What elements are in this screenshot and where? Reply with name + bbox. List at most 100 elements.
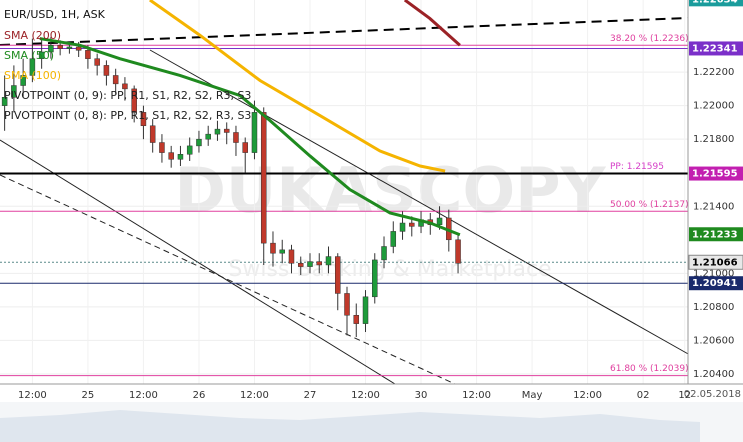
price-tag-label: 1.22634 (692, 0, 738, 5)
candle-body (48, 45, 54, 53)
candle-body (214, 128, 221, 135)
x-tick-label: May (522, 390, 543, 401)
watermark-group: DUKASCOPY Swiss Banking & Marketplace (174, 154, 606, 282)
candle-body (325, 256, 332, 266)
price-tag-label: 1.21233 (692, 229, 738, 240)
x-tick-label: 12:00 (18, 390, 47, 401)
candle-body (122, 83, 128, 90)
candle-body (112, 75, 119, 85)
level-label: 50.00 % (1.2137) (610, 200, 689, 210)
navigator-date: 02.05.2018 (684, 389, 741, 400)
candles (1, 36, 461, 338)
candle-body (381, 246, 387, 261)
candle-body (251, 112, 258, 153)
candle-body (29, 58, 36, 76)
candle-body (57, 45, 63, 49)
x-tick-label: 12:00 (240, 390, 269, 401)
watermark: DUKASCOPY (174, 154, 606, 227)
candle-body (455, 239, 461, 264)
candle-body (131, 88, 137, 113)
y-tick-label: 1.22000 (693, 101, 734, 112)
candle-body (20, 75, 26, 86)
candle-body (409, 222, 415, 227)
level-label: 38.20 % (1.2236) (610, 34, 689, 44)
price-axis-bg (688, 0, 743, 384)
price-tag (689, 166, 743, 181)
x-tick-label: 25 (82, 390, 95, 401)
candle-body (94, 58, 100, 66)
sma-line (149, 0, 446, 173)
sma-line (403, 0, 461, 47)
candle-body (297, 263, 304, 267)
price-tag (689, 227, 743, 242)
price-tag (689, 0, 743, 7)
candle-body (186, 145, 193, 155)
candle-body (103, 65, 110, 76)
y-tick-label: 1.20400 (693, 369, 734, 380)
candle-body (159, 142, 165, 153)
legend: EUR/USD, 1H, ASK SMA (200) SMA (50) SMA (1… (4, 8, 251, 122)
candle-body (335, 256, 341, 294)
price-tag-label: 1.21595 (692, 169, 738, 180)
navigator-area (0, 410, 700, 442)
x-tick-label: 12:00 (573, 390, 602, 401)
price-tag-label: 1.22341 (692, 43, 738, 54)
indicator-lines (39, 0, 461, 237)
legend-entry: SMA (100) (4, 69, 61, 82)
candle-body (288, 249, 295, 264)
candle-body (75, 46, 82, 51)
candle-body (168, 152, 174, 160)
x-tick-label: 12 (678, 390, 691, 401)
x-tick-label: 12:00 (462, 390, 491, 401)
candle-body (140, 112, 147, 127)
pivot-label: PIVOTPOINT (0, 8): PP, R1, S1, R2, S2, R… (4, 109, 251, 122)
price-tag (689, 276, 743, 291)
legend-entry: SMA (200) (4, 29, 61, 42)
x-tick-label: 30 (415, 390, 428, 401)
candle-body (149, 125, 156, 143)
candle-body (344, 293, 350, 316)
navigator: 02.05.2018 (0, 389, 743, 442)
level-label: PP: 1.21595 (610, 162, 664, 172)
x-tick-label: 27 (304, 390, 317, 401)
legend-entry: SMA (50) (4, 49, 54, 62)
x-tick-label: 12:00 (129, 390, 158, 401)
channel-line (0, 174, 456, 385)
candle-body (242, 142, 248, 153)
x-tick-label: 26 (193, 390, 206, 401)
price-tag-label: 1.20941 (692, 278, 738, 289)
pivot-label: PIVOTPOINT (0, 9): PP, R1, S1, R2, S2, R… (4, 89, 251, 102)
y-tick-label: 1.21400 (693, 201, 734, 212)
y-tick-label: 1.20600 (693, 335, 734, 346)
levels: 38.20 % (1.2236) PP: 1.21595 50.00 % (1.21… (0, 34, 689, 377)
price-tag-label: 1.21066 (692, 257, 738, 268)
candle-body (279, 249, 285, 254)
candle-body (307, 261, 313, 267)
candle-body (223, 128, 230, 133)
candle-body (38, 51, 45, 59)
trend-line (0, 17, 689, 46)
price-tag (689, 41, 743, 56)
candle-body (177, 154, 184, 160)
candle-body (362, 296, 369, 324)
candle-body (85, 50, 91, 59)
x-tick-label: 02 (637, 390, 650, 401)
x-tick-label: 12:00 (351, 390, 380, 401)
candle-body (260, 112, 267, 244)
candle-body (233, 132, 239, 143)
candle-body (11, 85, 17, 98)
price-tag (688, 254, 743, 270)
candle-body (1, 97, 8, 106)
axes: 1.20400 1.20600 1.20800 1.21000 1.21400 1.218… (18, 0, 743, 401)
sma-line (39, 37, 461, 237)
candle-body (399, 222, 406, 232)
candle-body (66, 46, 73, 49)
candle-body (353, 314, 360, 324)
candle-body (316, 261, 322, 266)
grid (0, 0, 688, 384)
y-tick-label: 1.21000 (693, 268, 734, 279)
candle-body (270, 242, 276, 254)
candle-body (372, 259, 378, 298)
watermark-sub: Swiss Banking & Marketplace (228, 257, 551, 282)
